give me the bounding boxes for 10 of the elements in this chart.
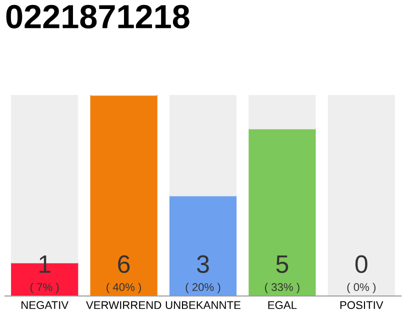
data-label: 0 ( 0% ) bbox=[347, 255, 376, 294]
data-label: 6 ( 40% ) bbox=[106, 255, 142, 294]
data-label: 5 ( 33% ) bbox=[264, 256, 300, 294]
chart-title: 0221871218 bbox=[6, 4, 190, 28]
x-tick-label: UNBEKANNTE bbox=[166, 301, 240, 310]
x-tick-label: VERWIRREND bbox=[86, 301, 162, 309]
x-tick-label: EGAL bbox=[268, 301, 297, 310]
x-tick-label: POSITIV bbox=[340, 301, 384, 310]
x-tick-label: NEGATIV bbox=[22, 301, 69, 310]
data-label: 3 ( 20% ) bbox=[186, 255, 220, 294]
